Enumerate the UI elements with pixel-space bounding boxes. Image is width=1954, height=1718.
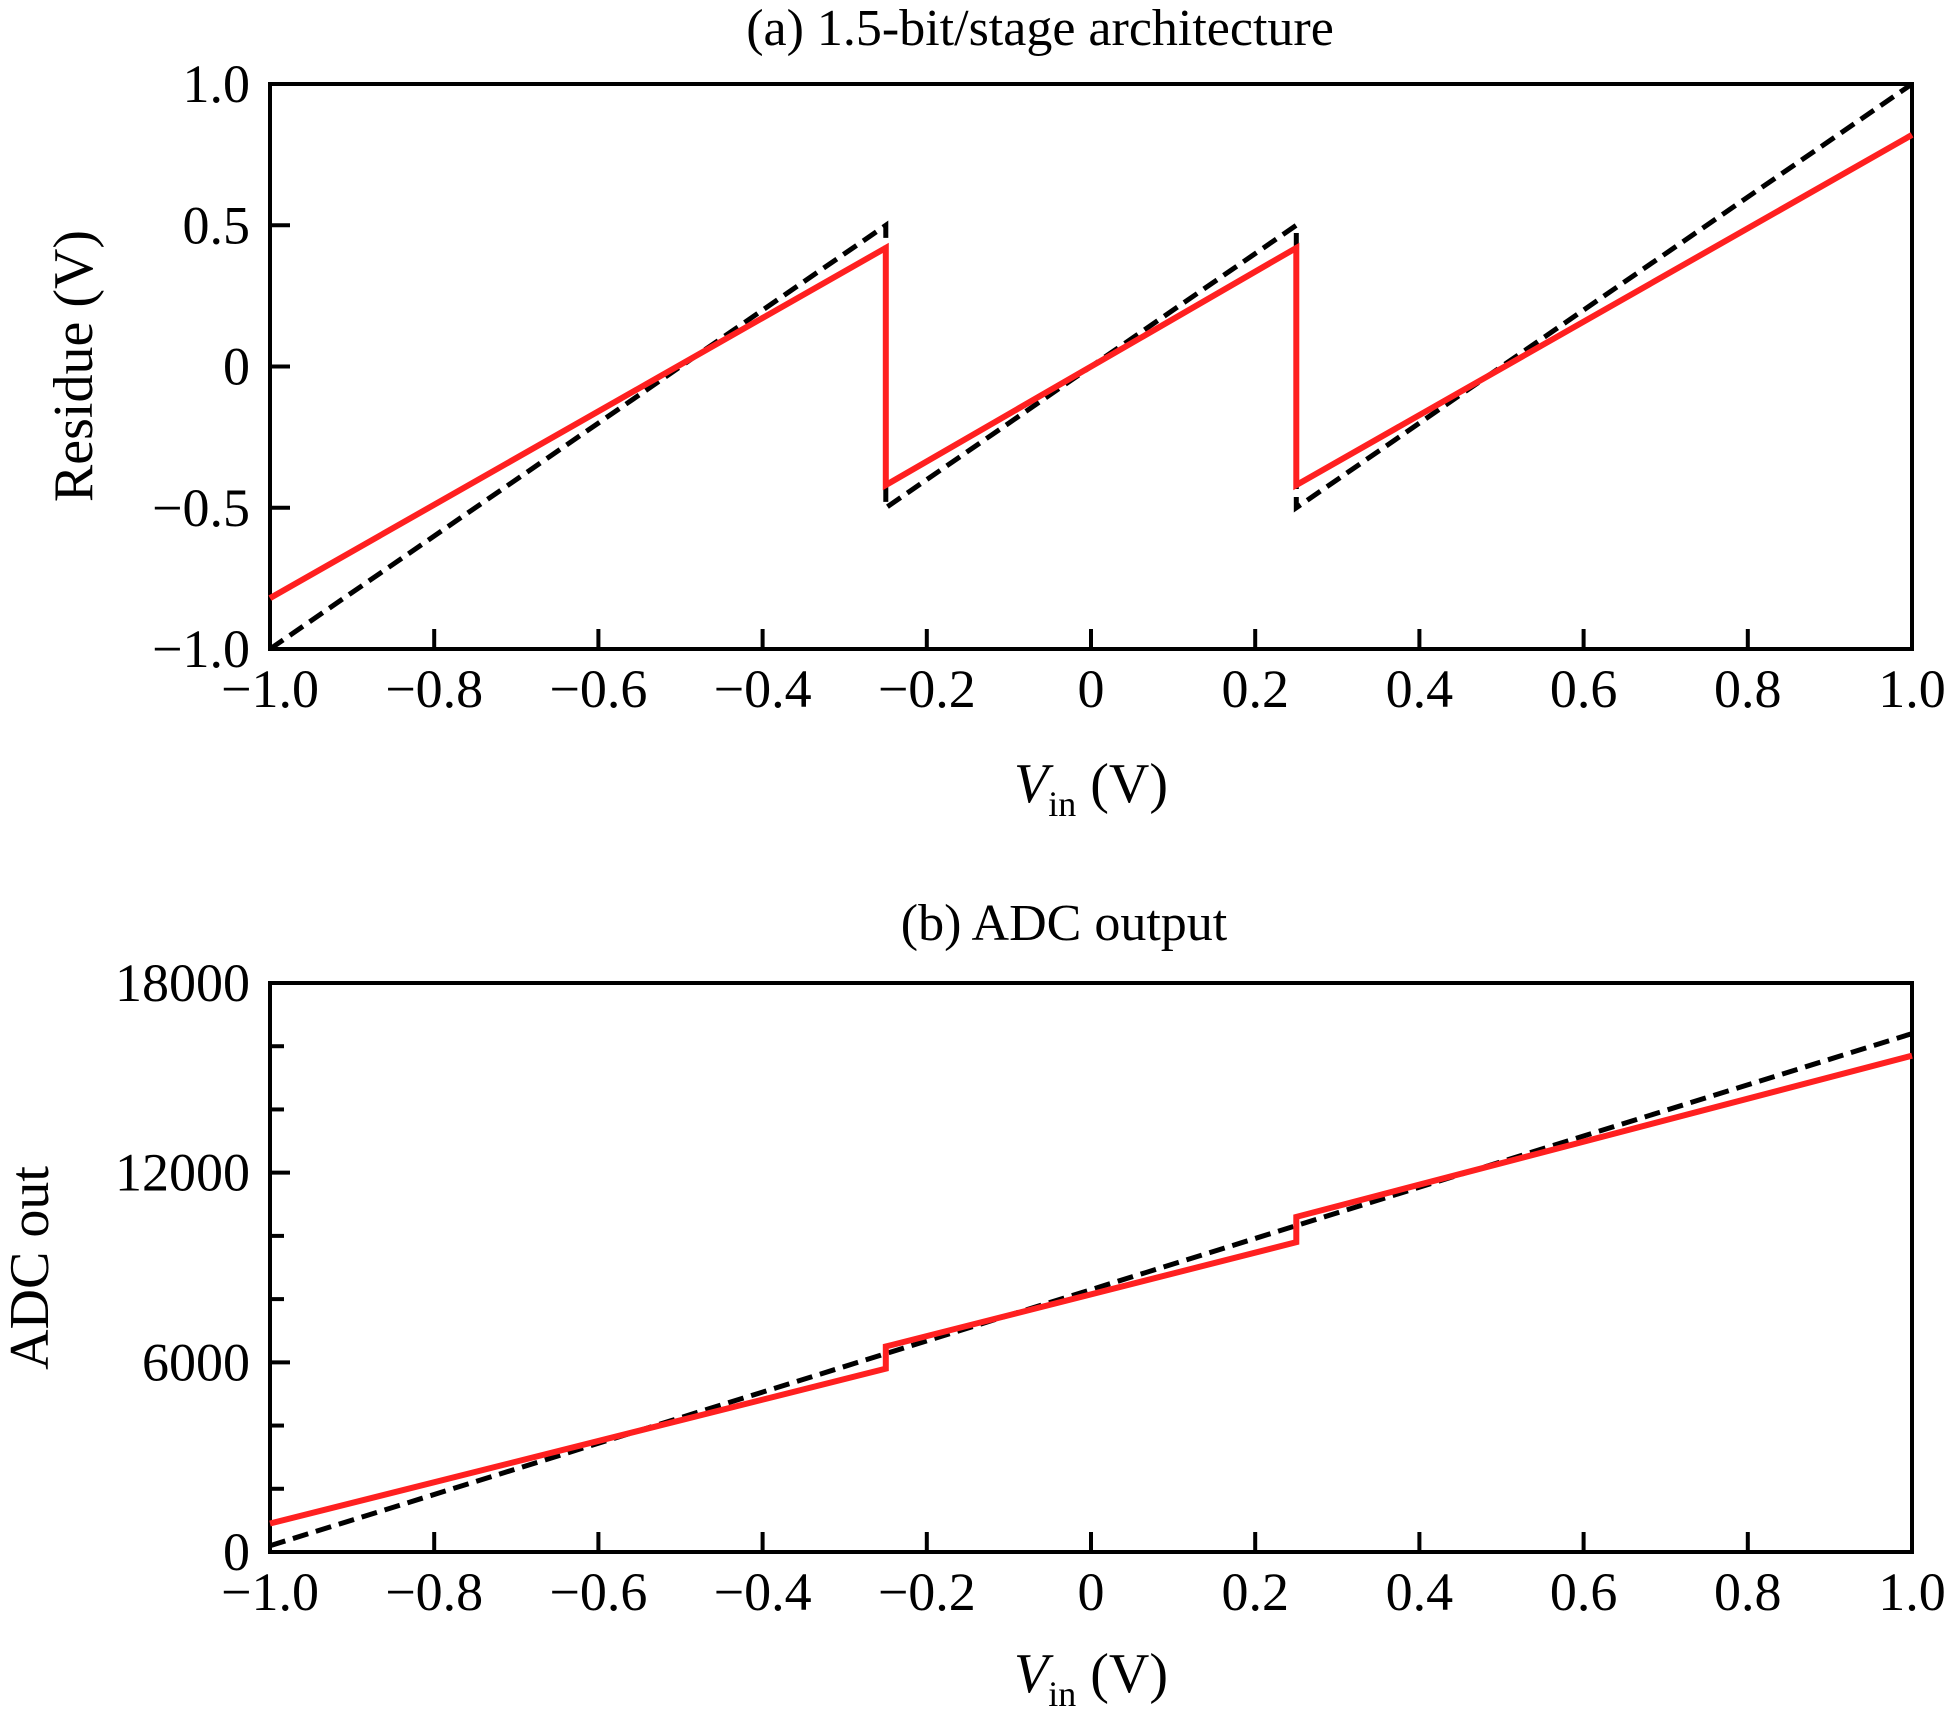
chart-a-series (268, 81, 1914, 652)
chart-a-y-axis-label: Residue (V) (43, 230, 105, 502)
chart-b-x-tick-label: −0.6 (549, 1562, 647, 1622)
chart-b-x-axis-label-main: V (1014, 1643, 1054, 1705)
chart-b-series-actual-line (269, 1052, 1913, 1527)
chart-a-y-tick-label: 0.5 (183, 195, 251, 255)
chart-panel-a: (a) 1.5-bit/stage architecture −1.0 −0.8−… (43, 0, 1946, 824)
chart-a-x-tick-label: −0.6 (549, 659, 647, 719)
chart-a-x-tick-label: −1.0 (221, 659, 319, 719)
chart-a-x-tick-label: 0.2 (1221, 659, 1289, 719)
chart-a-x-tick-label: −0.4 (714, 659, 812, 719)
chart-b-y-tick-label: 12000 (115, 1143, 250, 1203)
chart-a-x-tick-label: 1.0 (1878, 659, 1946, 719)
chart-a-x-axis-label-unit: (V) (1090, 753, 1168, 815)
chart-b-x-tick-label: −0.2 (878, 1562, 976, 1622)
chart-b-y-tick-labels: 0 6000 12000 18000 (115, 953, 250, 1582)
chart-b-y-tick-label: 18000 (115, 953, 250, 1013)
chart-a-y-tick-label: −0.5 (152, 478, 250, 538)
chart-a-y-tick-label: 1.0 (183, 54, 251, 114)
chart-b-x-tick-label: −0.8 (385, 1562, 483, 1622)
chart-a-x-tick-label: 0.6 (1550, 659, 1618, 719)
chart-a-x-tick-label: 0.8 (1714, 659, 1782, 719)
chart-a-x-tick-labels: −1.0 −0.8 −0.6 −0.4 −0.2 0 0.2 0.4 0.6 0.8 1.0 (221, 659, 1946, 719)
chart-b-x-tick-label: 0.4 (1386, 1562, 1454, 1622)
chart-b-y-tick-label: 0 (223, 1522, 250, 1582)
chart-a-series-actual-line (268, 132, 1914, 601)
chart-b-x-tick-label: 0.6 (1550, 1562, 1618, 1622)
chart-b-x-tick-label: 0.2 (1221, 1562, 1289, 1622)
chart-a-x-tick-label: 0 (1078, 659, 1105, 719)
chart-b-ticks (268, 981, 1914, 1554)
chart-b-x-tick-label: 0.8 (1714, 1562, 1782, 1622)
chart-b-x-tick-label: −0.4 (714, 1562, 812, 1622)
chart-panel-b: (b) ADC output −1.0 −0.8 −0.6 −0.4 −0.2 0 0.2 0… (0, 895, 1946, 1714)
chart-b-frame (268, 981, 1914, 1554)
chart-b-x-tick-label: 1.0 (1878, 1562, 1946, 1622)
chart-b-x-tick-labels: −1.0 −0.8 −0.6 −0.4 −0.2 0 0.2 0.4 0.6 0.8 1.0 (221, 1562, 1946, 1622)
chart-b-x-axis-label-unit: (V) (1090, 1643, 1168, 1705)
chart-a-x-tick-label: −0.2 (878, 659, 976, 719)
chart-b-series (269, 1031, 1913, 1549)
chart-b-plot-area (268, 981, 1914, 1554)
chart-b-x-tick-label: 0 (1078, 1562, 1105, 1622)
chart-a-x-tick-label: −0.8 (385, 659, 483, 719)
chart-title-b: (b) ADC output (901, 895, 1228, 952)
chart-b-x-axis-label-sub: in (1048, 1674, 1076, 1714)
chart-a-y-tick-labels: −1.0 −0.5 0 0.5 1.0 (152, 54, 250, 679)
chart-a-y-tick-label: −1.0 (152, 619, 250, 679)
chart-title-a: (a) 1.5-bit/stage architecture (746, 0, 1334, 57)
chart-a-x-axis-label-main: V (1014, 753, 1054, 815)
chart-b-x-axis-label: Vin (V) (1014, 1643, 1168, 1714)
chart-a-y-tick-label: 0 (223, 337, 250, 397)
chart-a-x-axis-label-sub: in (1048, 784, 1076, 824)
chart-b-y-tick-label: 6000 (142, 1332, 250, 1392)
chart-b-series-ideal-line (269, 1031, 1913, 1549)
chart-a-x-axis-label: Vin (V) (1014, 753, 1168, 824)
chart-a-x-tick-label: 0.4 (1386, 659, 1454, 719)
chart-b-y-axis-label: ADC out (0, 1166, 61, 1370)
chart-b-x-tick-label: −1.0 (221, 1562, 319, 1622)
